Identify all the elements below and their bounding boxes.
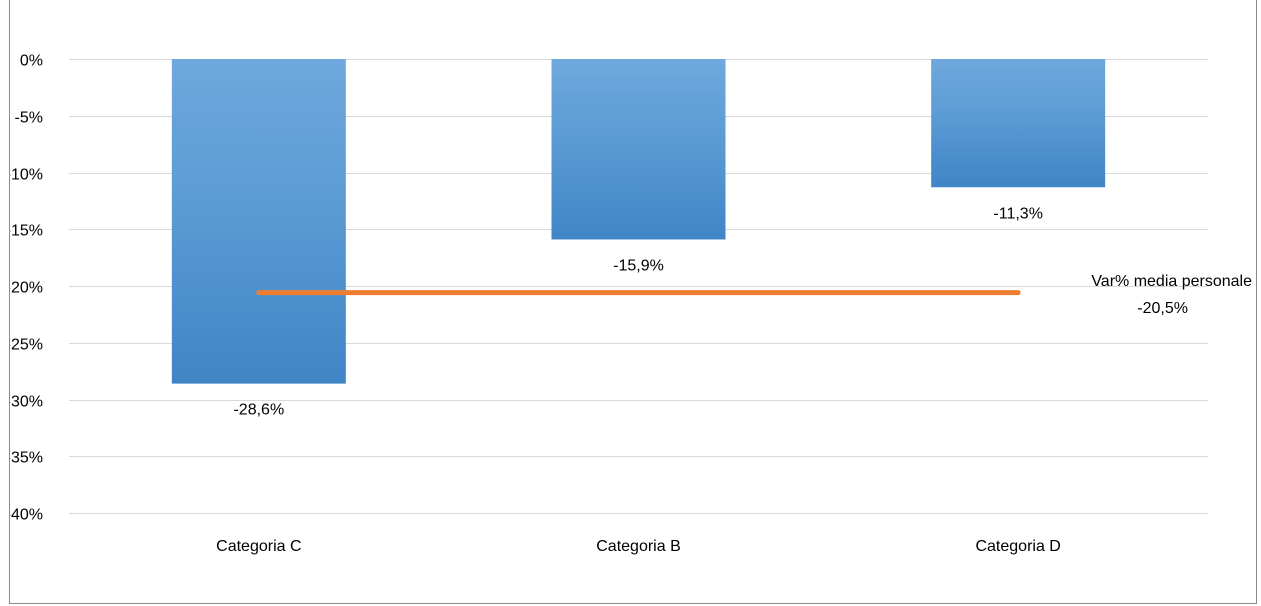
bar xyxy=(551,59,726,240)
average-reference-line: Var% media personale -20,5% xyxy=(256,273,1252,317)
bar xyxy=(171,59,346,384)
x-axis-category-labels: Categoria C Categoria B Categoria D xyxy=(216,538,1061,555)
average-line-value: -20,5% xyxy=(1137,300,1188,317)
bars xyxy=(171,59,1106,384)
bar-value-label: -11,3% xyxy=(993,205,1043,222)
x-category-label: Categoria B xyxy=(596,538,681,555)
y-axis-tick-labels: 0% -5% -10% -15% -20% -25% -30% -35% -40% xyxy=(10,53,43,524)
y-tick-label: -10% xyxy=(10,167,43,184)
bar-data-labels: -28,6% -15,9% -11,3% xyxy=(233,205,1042,418)
y-tick-label: 0% xyxy=(20,53,43,70)
bar-value-label: -28,6% xyxy=(233,402,284,419)
average-line-label: Var% media personale xyxy=(1091,273,1252,290)
y-tick-label: -30% xyxy=(10,394,43,411)
bar-chart: 0% -5% -10% -15% -20% -25% -30% -35% -40% Catego… xyxy=(10,53,1252,556)
y-tick-label: -40% xyxy=(10,507,43,524)
chart-frame: 0% -5% -10% -15% -20% -25% -30% -35% -40% Catego… xyxy=(9,0,1257,604)
bar xyxy=(931,59,1106,188)
y-tick-label: -20% xyxy=(10,280,43,297)
y-tick-label: -5% xyxy=(15,110,43,127)
bar-value-label: -15,9% xyxy=(613,257,664,274)
y-tick-label: -25% xyxy=(10,337,43,354)
x-category-label: Categoria C xyxy=(216,538,301,555)
x-category-label: Categoria D xyxy=(975,538,1060,555)
y-tick-label: -35% xyxy=(10,450,43,467)
y-tick-label: -15% xyxy=(10,223,43,240)
